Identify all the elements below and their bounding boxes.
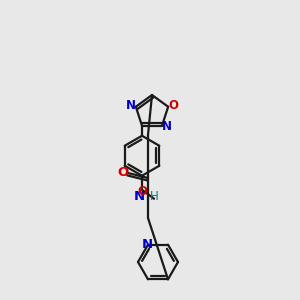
Text: N: N	[126, 99, 136, 112]
Text: O: O	[137, 185, 147, 198]
Text: H: H	[150, 190, 158, 203]
Text: O: O	[168, 99, 178, 112]
Text: N: N	[141, 238, 153, 251]
Text: N: N	[134, 190, 145, 203]
Text: N: N	[162, 120, 172, 133]
Text: O: O	[117, 167, 129, 179]
